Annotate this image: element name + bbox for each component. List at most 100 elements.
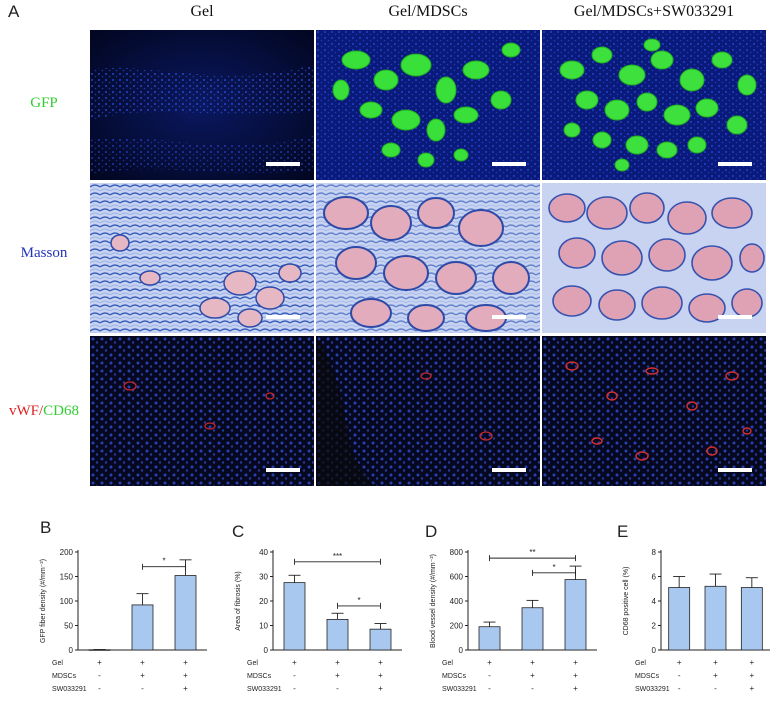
condition-sign: -	[141, 684, 144, 693]
condition-sign: -	[336, 684, 339, 693]
condition-label: Gel	[635, 660, 646, 667]
condition-sign: +	[487, 658, 492, 667]
scale-bar	[718, 162, 752, 166]
y-axis-label: Blood vessel density (#/mm⁻²)	[430, 554, 437, 648]
condition-label: Gel	[442, 660, 453, 667]
bar	[521, 607, 544, 651]
micrograph-masson-gel	[90, 183, 314, 333]
condition-label: MDSCs	[635, 673, 660, 680]
scale-bar	[266, 315, 300, 319]
panel-e-letter: E	[617, 522, 629, 541]
row-label-slash: /	[38, 403, 44, 419]
scale-bar	[492, 468, 526, 472]
y-tick-label: 800	[450, 548, 464, 557]
scale-bar	[718, 468, 752, 472]
condition-sign: +	[573, 684, 578, 693]
condition-sign: -	[678, 671, 681, 680]
y-tick-label: 40	[259, 548, 268, 557]
condition-label: SW033291	[247, 686, 282, 693]
condition-sign: +	[677, 658, 682, 667]
y-tick-label: 600	[450, 573, 464, 582]
condition-sign: +	[713, 658, 718, 667]
bar	[283, 582, 306, 651]
y-tick-label: 150	[60, 573, 74, 582]
condition-sign: +	[530, 658, 535, 667]
y-tick-label: 30	[259, 573, 268, 582]
panel-b-letter: B	[40, 518, 52, 537]
bar	[478, 626, 501, 651]
y-tick-label: 2	[652, 622, 657, 631]
condition-sign: -	[678, 684, 681, 693]
column-header-gel-mdscs: Gel/MDSCs	[388, 3, 468, 20]
condition-label: SW033291	[635, 686, 670, 693]
y-tick-label: 200	[60, 548, 74, 557]
row-label-gfp-text: GFP	[30, 95, 58, 111]
condition-sign: -	[293, 684, 296, 693]
significance-label: *	[357, 596, 360, 605]
condition-sign: +	[140, 671, 145, 680]
condition-label: Gel	[247, 660, 258, 667]
y-tick-label: 400	[450, 597, 464, 606]
bar	[740, 587, 763, 651]
bar	[564, 579, 587, 651]
condition-sign: -	[293, 671, 296, 680]
micrograph-masson-gel-mdscs	[316, 183, 540, 333]
bar	[326, 618, 349, 651]
scale-bar	[266, 468, 300, 472]
condition-sign: -	[488, 671, 491, 680]
condition-sign: +	[183, 684, 188, 693]
bar	[704, 585, 727, 651]
micrograph-vwf-gel	[90, 336, 314, 486]
condition-sign: +	[335, 671, 340, 680]
condition-sign: -	[531, 684, 534, 693]
condition-sign: +	[378, 671, 383, 680]
condition-label: Gel	[52, 660, 63, 667]
y-tick-label: 0	[264, 646, 269, 655]
row-label-vwf-text: vWF	[8, 403, 39, 419]
row-label-masson: Masson	[0, 245, 88, 262]
condition-label: MDSCs	[52, 673, 77, 680]
scale-bar	[266, 162, 300, 166]
condition-label: SW033291	[52, 686, 87, 693]
condition-sign: +	[530, 671, 535, 680]
condition-label: MDSCs	[247, 673, 272, 680]
bar	[369, 628, 392, 651]
condition-sign: -	[488, 684, 491, 693]
bar	[668, 587, 691, 651]
condition-label: SW033291	[442, 686, 477, 693]
panel-c-letter: C	[232, 522, 245, 541]
condition-sign: +	[335, 658, 340, 667]
condition-sign: +	[97, 658, 102, 667]
row-label-gfp: GFP	[0, 95, 88, 112]
scale-bar	[492, 315, 526, 319]
row-label-masson-text: Masson	[20, 245, 68, 261]
micrograph-masson-gel-mdscs-sw	[542, 183, 766, 333]
condition-label: MDSCs	[442, 673, 467, 680]
condition-sign: -	[98, 684, 101, 693]
micrograph-vwf-gel-mdscs-sw	[542, 336, 766, 486]
significance-label: *	[162, 557, 165, 566]
y-tick-label: 10	[259, 622, 268, 631]
significance-label: ***	[333, 552, 342, 561]
micrograph-vwf-gel-mdscs	[316, 336, 540, 486]
y-tick-label: 20	[259, 597, 268, 606]
condition-sign: +	[573, 671, 578, 680]
significance-label: *	[552, 563, 555, 572]
panel-a-letter: A	[8, 2, 20, 21]
condition-sign: -	[98, 671, 101, 680]
condition-sign: +	[378, 684, 383, 693]
y-tick-label: 0	[69, 646, 74, 655]
column-header-gel: Gel	[190, 3, 214, 20]
y-tick-label: 0	[459, 646, 464, 655]
scale-bar	[492, 162, 526, 166]
y-tick-label: 200	[450, 622, 464, 631]
condition-sign: +	[378, 658, 383, 667]
micrograph-gfp-gel-mdscs-sw	[542, 30, 766, 180]
y-tick-label: 100	[60, 597, 74, 606]
y-tick-label: 4	[652, 597, 657, 606]
condition-sign: +	[292, 658, 297, 667]
micrograph-gfp-gel	[90, 30, 314, 180]
bar	[174, 575, 197, 651]
micrograph-gfp-gel-mdscs	[316, 30, 540, 180]
y-tick-label: 50	[64, 622, 73, 631]
